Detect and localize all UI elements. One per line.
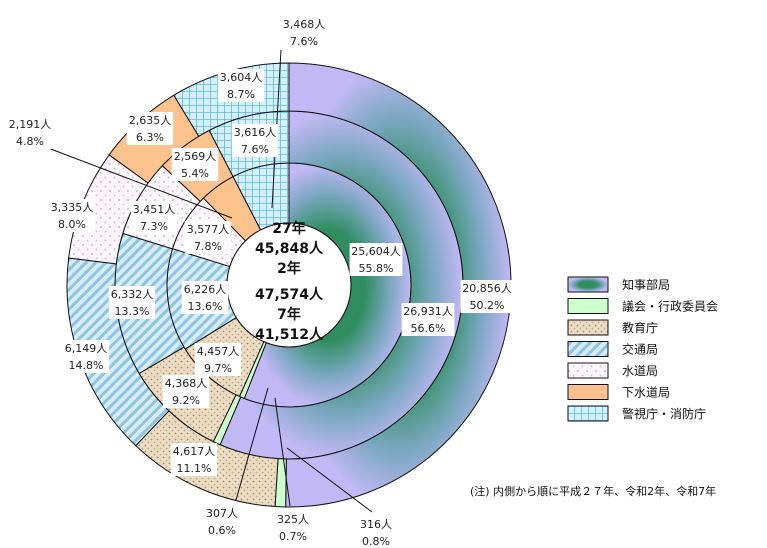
data-label-count-middle-gikai: 325人 xyxy=(277,513,309,526)
legend-label-gikai: 議会・行政委員会 xyxy=(622,300,718,314)
data-label-bg-outer-gesuido xyxy=(126,112,174,145)
data-label-count-inner-suido: 3,577人 xyxy=(187,223,230,236)
legend-label-suido: 水道局 xyxy=(622,364,658,378)
legend-swatch-suido xyxy=(567,362,609,379)
data-label-count-outer-gesuido: 2,635人 xyxy=(129,114,172,127)
data-label-count-inner-kyoiku: 4,368人 xyxy=(165,377,208,390)
data-label-count-inner-chiji: 25,604人 xyxy=(351,245,401,258)
center-label-total-outer: 41,512人 xyxy=(255,326,324,343)
data-label-bg-middle-gikai xyxy=(276,511,310,544)
leader-line-inner-gikai xyxy=(235,387,269,501)
legend-label-kyoiku: 教育庁 xyxy=(622,320,658,335)
data-label-count-middle-suido: 3,451人 xyxy=(133,203,176,216)
data-label-bg-inner-kotsu xyxy=(181,281,229,314)
data-label-bg-middle-suido xyxy=(130,201,178,234)
data-label-pct-outer-gesuido: 6.3% xyxy=(136,131,164,144)
legend-swatch-gikai xyxy=(567,298,609,314)
data-label-count-middle-kyoiku: 4,457人 xyxy=(197,345,240,358)
data-label-pct-outer-chiji: 50.2% xyxy=(470,299,505,312)
data-label-count-outer-suido: 3,335人 xyxy=(51,201,94,214)
data-label-pct-inner-gikai: 0.6% xyxy=(208,524,236,537)
center-label-year-middle: 2年 xyxy=(277,260,301,277)
leader-line-outer-gikai xyxy=(286,447,373,513)
data-label-bg-outer-chiji xyxy=(460,280,514,313)
data-labels: 25,604人 55.8% 307人 0.6% 4,368人 9.2% 6,226人 13.6… xyxy=(6,16,514,548)
data-label-count-inner-keishi: 3,468人 xyxy=(283,18,326,31)
data-label-count-outer-gikai: 316人 xyxy=(360,518,392,531)
legend-swatch-chiji xyxy=(567,276,609,293)
legend-swatch-kotsu xyxy=(567,341,609,357)
data-label-bg-middle-kyoiku xyxy=(194,343,242,376)
center-label-year-inner: 27年 xyxy=(272,220,305,237)
data-label-bg-inner-chiji xyxy=(349,243,403,276)
data-label-count-outer-chiji: 20,856人 xyxy=(462,282,512,295)
data-label-count-middle-chiji: 26,931人 xyxy=(403,305,453,318)
center-label-total-inner: 45,848人 xyxy=(255,240,324,257)
data-label-pct-middle-kotsu: 13.3% xyxy=(115,305,150,318)
data-label-bg-outer-kyoiku xyxy=(170,443,218,476)
data-label-count-inner-gikai: 307人 xyxy=(206,507,238,520)
data-label-bg-inner-gikai xyxy=(205,505,239,538)
data-label-pct-outer-suido: 8.0% xyxy=(58,218,86,231)
legend-swatch-keishi xyxy=(567,405,609,422)
footnote: (注) 内側から順に平成２７年、令和2年、令和7年 xyxy=(470,484,716,498)
data-label-count-inner-gesuido: 2,191人 xyxy=(9,118,52,131)
data-label-pct-inner-kotsu: 13.6% xyxy=(188,300,223,313)
leader-line-middle-gikai xyxy=(274,397,291,507)
data-label-count-outer-kotsu: 6,149人 xyxy=(65,342,108,355)
center-label-year-outer: 7年 xyxy=(277,306,301,323)
data-label-count-middle-kotsu: 6,332人 xyxy=(111,288,154,301)
data-label-pct-inner-gesuido: 4.8% xyxy=(16,135,44,148)
center-label-total-middle: 47,574人 xyxy=(255,286,324,303)
data-label-count-middle-keishi: 3,616人 xyxy=(234,126,277,139)
data-label-pct-outer-gikai: 0.8% xyxy=(362,535,390,548)
data-label-pct-middle-gikai: 0.7% xyxy=(279,530,307,543)
data-label-bg-outer-suido xyxy=(48,199,96,232)
data-label-bg-middle-chiji xyxy=(401,303,455,336)
data-label-pct-inner-keishi: 7.6% xyxy=(290,35,318,48)
data-label-count-outer-kyoiku: 4,617人 xyxy=(173,445,216,458)
data-label-bg-inner-suido xyxy=(184,221,232,254)
data-label-bg-inner-gesuido xyxy=(6,116,54,149)
data-label-count-outer-keishi: 3,604人 xyxy=(220,71,263,84)
data-label-bg-outer-kotsu xyxy=(62,340,110,373)
data-label-bg-middle-gesuido xyxy=(171,148,219,181)
data-label-pct-middle-chiji: 56.6% xyxy=(411,322,446,335)
data-label-bg-middle-keishi xyxy=(231,124,279,157)
data-label-pct-middle-suido: 7.3% xyxy=(140,220,168,233)
data-label-bg-outer-gikai xyxy=(359,516,393,548)
data-label-pct-outer-kyoiku: 11.1% xyxy=(177,462,212,475)
data-label-pct-inner-chiji: 55.8% xyxy=(359,262,394,275)
legend-label-gesuido: 下水道局 xyxy=(622,386,670,400)
data-label-pct-inner-kyoiku: 9.2% xyxy=(172,394,200,407)
data-label-bg-middle-kotsu xyxy=(108,286,156,319)
data-label-pct-inner-suido: 7.8% xyxy=(194,240,222,253)
legend-swatch-kyoiku xyxy=(567,319,609,336)
legend-swatch-gesuido xyxy=(567,384,609,400)
data-label-pct-middle-kyoiku: 9.7% xyxy=(204,362,232,375)
data-label-pct-middle-keishi: 7.6% xyxy=(241,143,269,156)
data-label-pct-outer-keishi: 8.7% xyxy=(227,88,255,101)
data-label-pct-outer-kotsu: 14.8% xyxy=(69,359,104,372)
data-label-count-inner-kotsu: 6,226人 xyxy=(184,283,227,296)
leader-line-inner-gesuido xyxy=(34,142,233,219)
data-label-count-middle-gesuido: 2,569人 xyxy=(174,150,217,163)
slice-outer-chiji xyxy=(285,62,512,508)
data-label-pct-middle-gesuido: 5.4% xyxy=(181,167,209,180)
legend-label-kotsu: 交通局 xyxy=(622,342,658,357)
data-label-bg-inner-kyoiku xyxy=(162,375,210,408)
legend-label-chiji: 知事部局 xyxy=(622,277,670,292)
center-labels: 27年 45,848人 2年 47,574人 7年 41,512人 xyxy=(255,220,324,343)
legend-label-keishi: 警視庁・消防庁 xyxy=(622,406,706,421)
data-label-bg-inner-keishi xyxy=(280,16,328,49)
data-label-bg-outer-keishi xyxy=(217,69,265,102)
